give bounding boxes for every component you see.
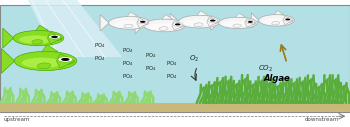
Polygon shape [48, 32, 62, 44]
Text: upstream: upstream [4, 117, 30, 122]
Polygon shape [162, 15, 173, 19]
Polygon shape [127, 12, 138, 17]
Text: PO$_4$: PO$_4$ [145, 64, 156, 73]
Ellipse shape [19, 35, 52, 44]
Circle shape [58, 57, 73, 62]
Text: O$_2$: O$_2$ [189, 53, 199, 64]
Polygon shape [211, 15, 219, 30]
Circle shape [51, 36, 58, 38]
Text: PO$_4$: PO$_4$ [166, 59, 177, 68]
Circle shape [246, 20, 255, 23]
Polygon shape [283, 16, 293, 25]
Polygon shape [251, 13, 259, 28]
Ellipse shape [272, 21, 280, 25]
Text: CO$_2$: CO$_2$ [258, 64, 274, 74]
Polygon shape [137, 18, 149, 28]
Ellipse shape [32, 40, 43, 44]
Polygon shape [245, 19, 256, 27]
Ellipse shape [14, 51, 77, 70]
Ellipse shape [22, 58, 62, 68]
Bar [0, 5, 350, 112]
Text: Algae: Algae [263, 74, 290, 83]
Ellipse shape [108, 17, 150, 29]
Circle shape [61, 58, 70, 61]
Circle shape [210, 20, 216, 22]
Polygon shape [197, 11, 208, 15]
Text: PO$_4$: PO$_4$ [94, 41, 105, 50]
Ellipse shape [223, 21, 248, 27]
Text: PO$_4$: PO$_4$ [94, 54, 105, 63]
Text: PO$_4$: PO$_4$ [122, 72, 133, 81]
Polygon shape [1, 49, 15, 73]
Circle shape [284, 18, 292, 21]
Text: downstream: downstream [305, 117, 340, 122]
Polygon shape [36, 25, 49, 31]
Ellipse shape [194, 23, 203, 27]
Circle shape [138, 20, 148, 24]
Polygon shape [100, 15, 109, 31]
Polygon shape [236, 13, 246, 17]
Ellipse shape [37, 63, 51, 69]
Polygon shape [3, 28, 14, 48]
Polygon shape [207, 17, 219, 26]
Circle shape [175, 23, 181, 25]
Ellipse shape [183, 19, 210, 26]
Text: PO$_4$: PO$_4$ [122, 59, 133, 68]
Circle shape [140, 21, 146, 23]
Polygon shape [172, 21, 184, 30]
Ellipse shape [13, 30, 64, 46]
Circle shape [49, 35, 61, 39]
Polygon shape [42, 45, 58, 52]
Ellipse shape [259, 15, 294, 26]
Circle shape [208, 19, 218, 22]
Ellipse shape [113, 21, 141, 28]
Text: PO$_4$: PO$_4$ [122, 46, 133, 55]
Ellipse shape [124, 24, 133, 28]
Ellipse shape [148, 23, 175, 30]
Polygon shape [28, 0, 122, 57]
Polygon shape [135, 17, 144, 34]
Circle shape [285, 19, 290, 20]
Circle shape [248, 21, 253, 23]
Polygon shape [57, 54, 75, 68]
Bar [0, 103, 350, 112]
Polygon shape [274, 11, 284, 15]
Circle shape [173, 23, 183, 26]
Ellipse shape [178, 15, 220, 28]
Ellipse shape [233, 24, 241, 27]
Text: PO$_4$: PO$_4$ [145, 51, 156, 60]
Ellipse shape [144, 19, 186, 32]
Ellipse shape [263, 18, 286, 25]
Text: PO$_4$: PO$_4$ [166, 72, 177, 81]
Ellipse shape [159, 27, 168, 30]
Ellipse shape [219, 17, 257, 29]
Polygon shape [170, 13, 179, 30]
